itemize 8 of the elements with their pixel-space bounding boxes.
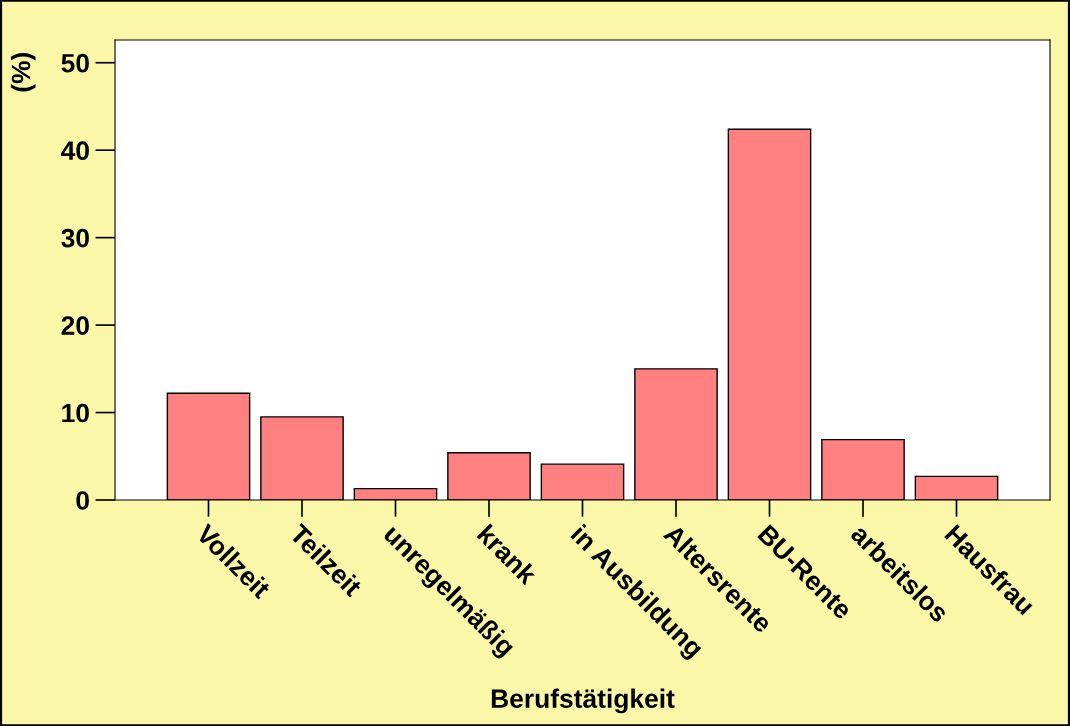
y-tick-label: 30 (61, 228, 89, 248)
y-tick-label: 40 (61, 141, 89, 161)
y-tick-label: 10 (62, 403, 89, 423)
y-tick-label: 20 (61, 316, 89, 335)
x-axis-title: Berufstätigkeit (491, 688, 675, 714)
y-axis-title: (%) (10, 52, 36, 92)
y-tick-label: 0 (76, 491, 89, 510)
y-tick-label: 50 (61, 53, 89, 73)
